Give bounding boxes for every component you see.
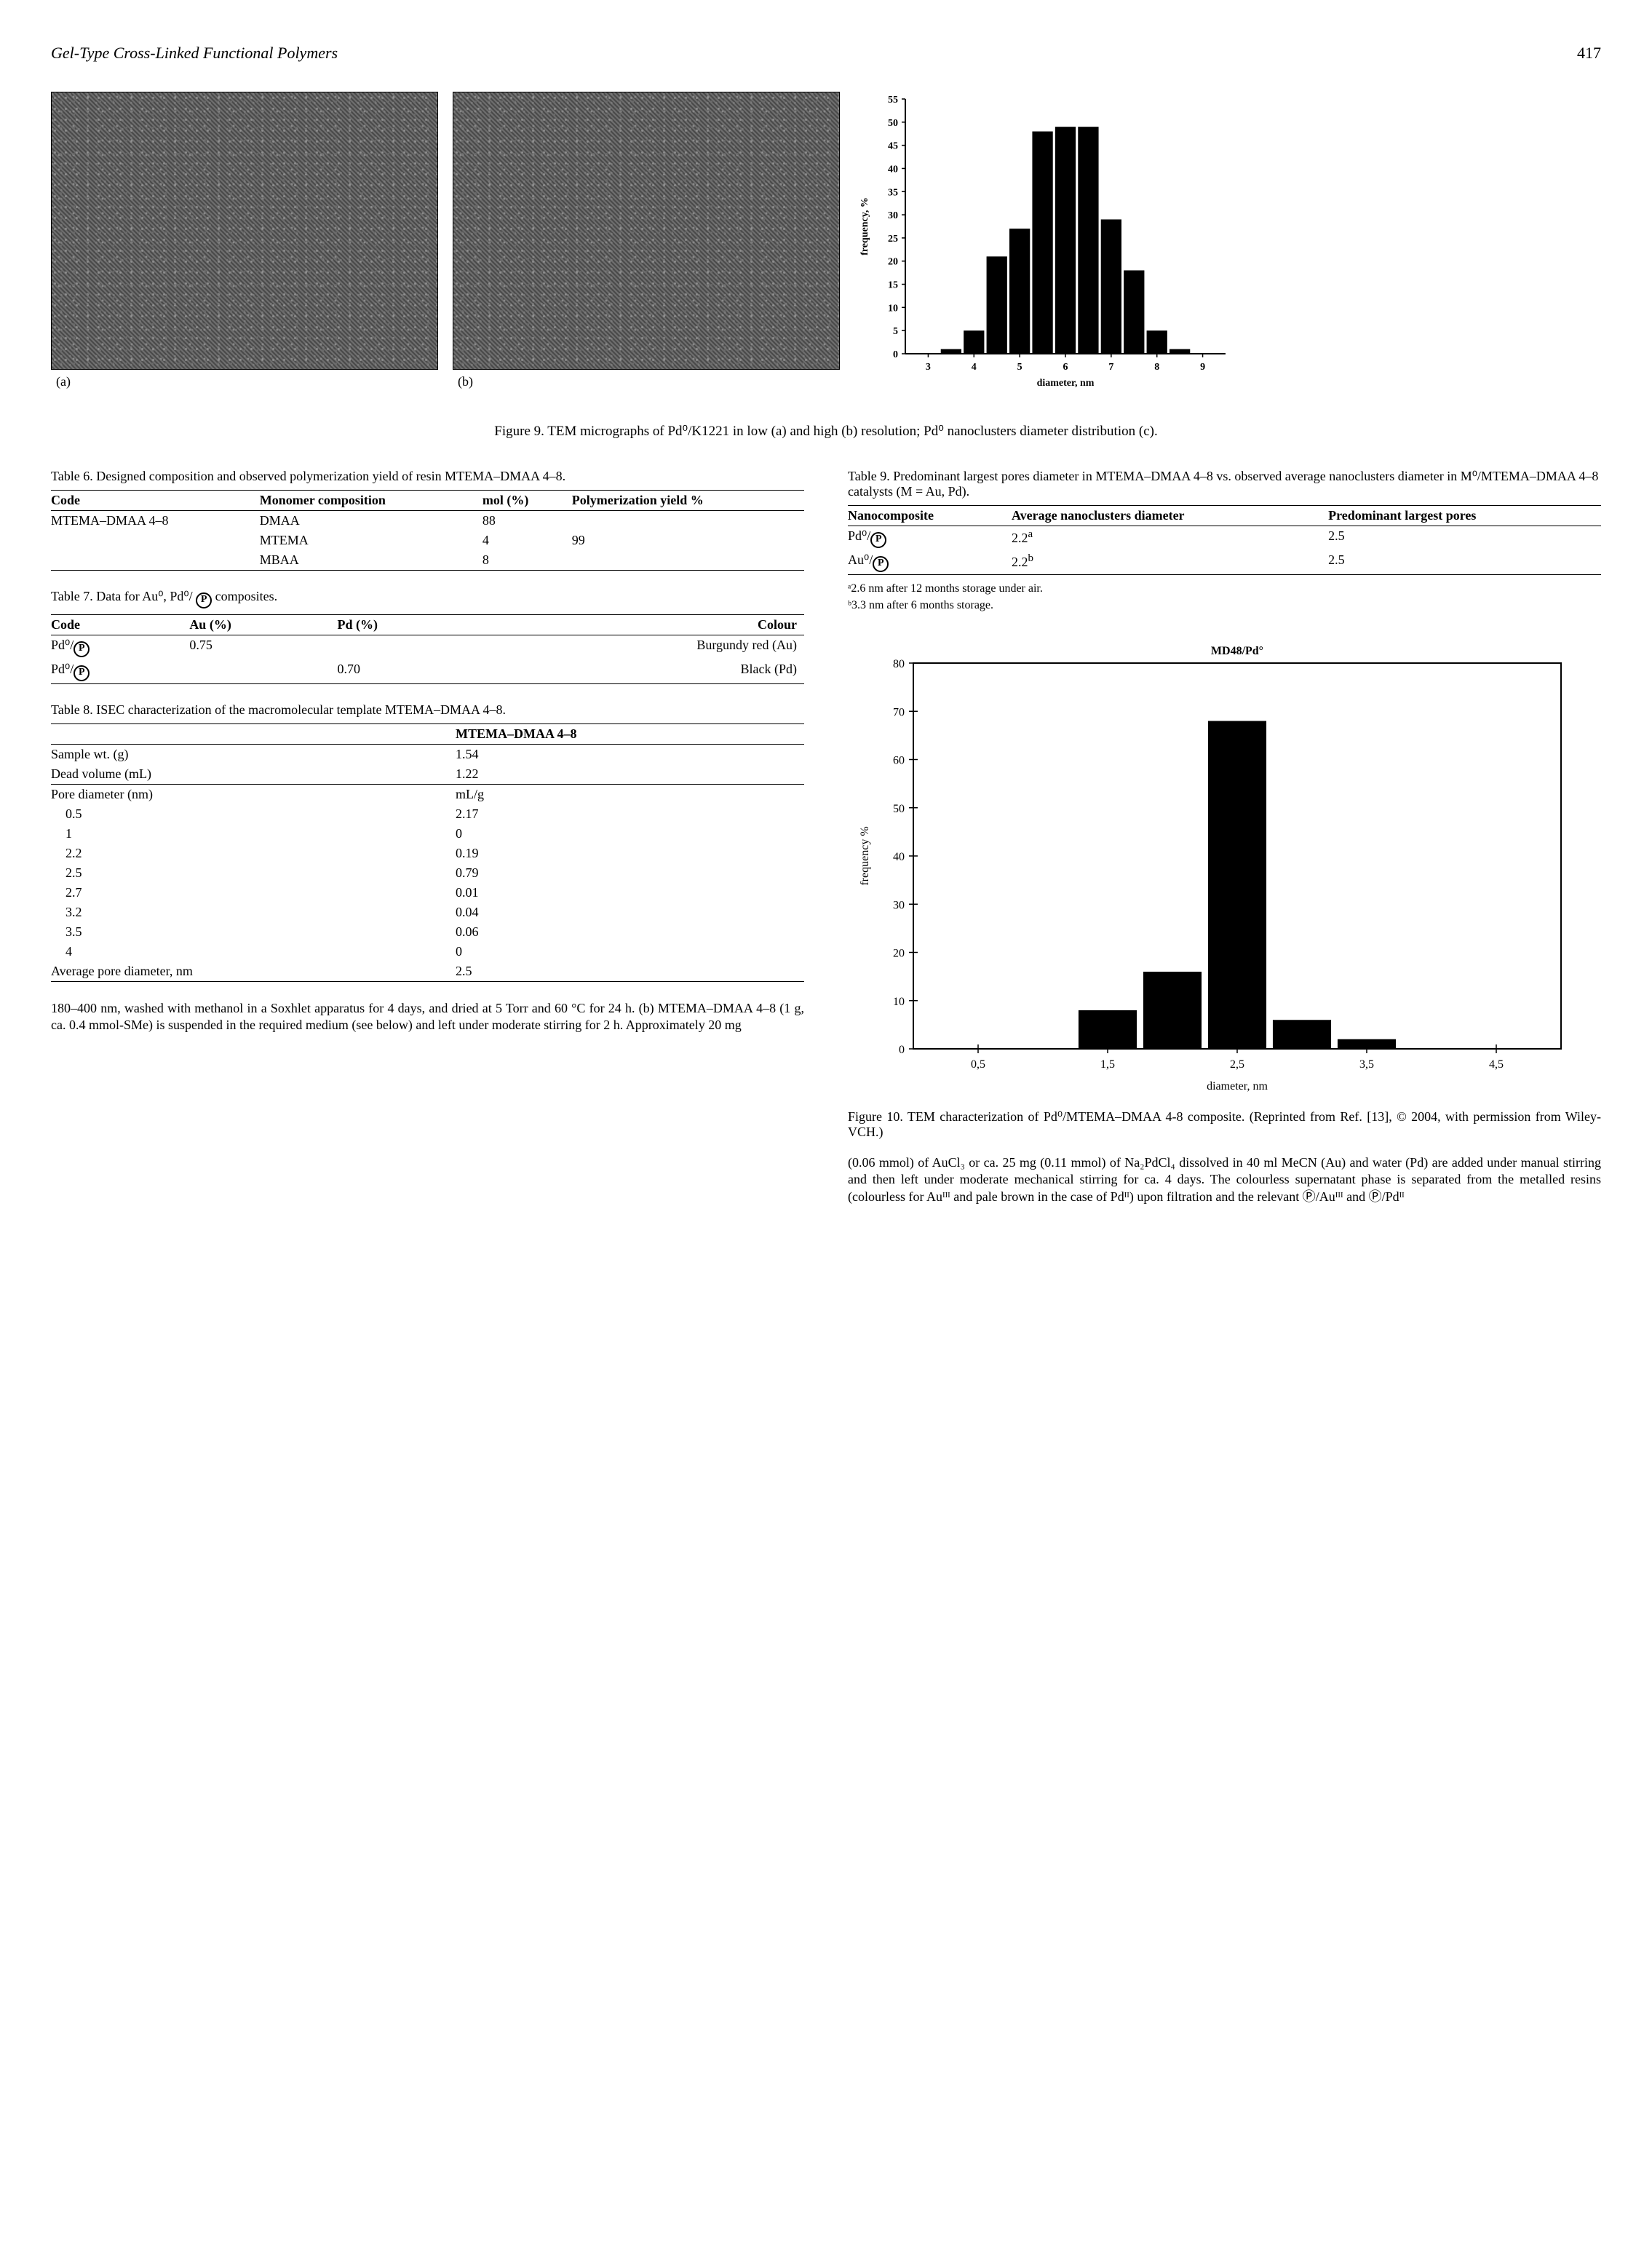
svg-text:6: 6	[1063, 362, 1068, 373]
svg-text:0: 0	[899, 1044, 905, 1056]
svg-text:3,5: 3,5	[1359, 1058, 1374, 1071]
table-row: 10	[51, 824, 804, 844]
table9-caption: Table 9. Predominant largest pores diame…	[848, 469, 1601, 499]
svg-text:55: 55	[888, 95, 898, 106]
table-row: Pd⁰/P0.75Burgundy red (Au)	[51, 635, 804, 660]
svg-text:10: 10	[888, 303, 898, 314]
table-row: Pore diameter (nm)mL/g	[51, 785, 804, 805]
body-text-left: 180–400 nm, washed with methanol in a So…	[51, 1000, 804, 1034]
svg-text:20: 20	[893, 948, 905, 960]
svg-text:40: 40	[888, 164, 898, 175]
svg-text:1,5: 1,5	[1100, 1058, 1115, 1071]
table-row: MTEMA–DMAA 4–8DMAA88	[51, 511, 804, 531]
table7-col3: Colour	[481, 615, 804, 635]
table-row: Sample wt. (g)1.54	[51, 745, 804, 765]
svg-text:0,5: 0,5	[971, 1058, 985, 1071]
svg-text:diameter, nm: diameter, nm	[1037, 378, 1095, 389]
svg-text:70: 70	[893, 706, 905, 718]
figure9-micrograph-a: (a)	[51, 92, 438, 370]
table6-caption: Table 6. Designed composition and observ…	[51, 469, 804, 484]
svg-text:3: 3	[926, 362, 931, 373]
svg-text:50: 50	[893, 803, 905, 815]
table-row: Pd⁰/P0.70Black (Pd)	[51, 659, 804, 684]
svg-text:5: 5	[1017, 362, 1022, 373]
table6-col3: Polymerization yield %	[572, 491, 804, 511]
table-row: Au⁰/P2.2b2.5	[848, 550, 1601, 575]
table8-header-right: MTEMA–DMAA 4–8	[456, 724, 804, 745]
svg-text:frequency, %: frequency, %	[859, 197, 870, 255]
svg-text:80: 80	[893, 658, 905, 670]
svg-text:2,5: 2,5	[1230, 1058, 1244, 1071]
svg-text:8: 8	[1154, 362, 1159, 373]
figure10-chart: 0 10 20 30 40 50 60 70 80 0,5 1,5 2,5 3,5 4,5 diameter…	[848, 634, 1601, 1103]
table7-col0: Code	[51, 615, 189, 635]
svg-text:10: 10	[893, 996, 905, 1008]
table9-col2: Predominant largest pores	[1328, 506, 1601, 526]
body-text-right: (0.06 mmol) of AuCl₃ or ca. 25 mg (0.11 …	[848, 1154, 1601, 1205]
table-row: Dead volume (mL)1.22	[51, 764, 804, 785]
table7-caption: Table 7. Data for Au⁰, Pd⁰/ P composites…	[51, 589, 804, 608]
svg-text:MD48/Pd°: MD48/Pd°	[1211, 645, 1263, 657]
svg-text:5: 5	[893, 326, 898, 337]
svg-text:15: 15	[888, 280, 898, 291]
table-row: 2.50.79	[51, 863, 804, 883]
svg-text:30: 30	[893, 899, 905, 911]
svg-text:25: 25	[888, 234, 898, 245]
figure9-histogram: 05101520253035404550553456789diameter, n…	[854, 92, 1233, 394]
svg-text:40: 40	[893, 851, 905, 863]
svg-text:diameter, nm: diameter, nm	[1207, 1080, 1268, 1093]
svg-text:45: 45	[888, 141, 898, 152]
table9-col0: Nanocomposite	[848, 506, 1012, 526]
svg-text:50: 50	[888, 118, 898, 129]
table9: Table 9. Predominant largest pores diame…	[848, 469, 1601, 575]
table-row: 2.20.19	[51, 844, 804, 863]
table6-col2: mol (%)	[483, 491, 572, 511]
table7-col2: Pd (%)	[337, 615, 480, 635]
svg-text:60: 60	[893, 755, 905, 767]
figure9-caption: Figure 9. TEM micrographs of Pd⁰/K1221 i…	[51, 423, 1601, 440]
table-row: 3.50.06	[51, 922, 804, 942]
table9-col1: Average nanoclusters diameter	[1012, 506, 1328, 526]
table6-col1: Monomer composition	[260, 491, 483, 511]
table-row: 2.70.01	[51, 883, 804, 903]
table6: Table 6. Designed composition and observ…	[51, 469, 804, 571]
figure9-label-a: (a)	[56, 374, 71, 389]
svg-text:20: 20	[888, 257, 898, 268]
table7: Table 7. Data for Au⁰, Pd⁰/ P composites…	[51, 589, 804, 684]
running-header: Gel-Type Cross-Linked Functional Polymer…	[51, 44, 1601, 63]
table-row: Pd⁰/P2.2a2.5	[848, 526, 1601, 551]
table-row: 3.20.04	[51, 903, 804, 922]
svg-text:7: 7	[1108, 362, 1113, 373]
table6-col0: Code	[51, 491, 260, 511]
table-row: 0.52.17	[51, 804, 804, 824]
svg-text:4,5: 4,5	[1489, 1058, 1504, 1071]
svg-text:9: 9	[1200, 362, 1205, 373]
table8-caption: Table 8. ISEC characterization of the ma…	[51, 702, 804, 718]
table-row: 40	[51, 942, 804, 962]
svg-text:30: 30	[888, 210, 898, 221]
table8: Table 8. ISEC characterization of the ma…	[51, 702, 804, 982]
svg-text:35: 35	[888, 187, 898, 198]
svg-text:0: 0	[893, 349, 898, 360]
table9-footnote-a: ᵃ2.6 nm after 12 months storage under ai…	[848, 582, 1601, 595]
page-number: 417	[1577, 44, 1601, 63]
table7-col1: Au (%)	[189, 615, 337, 635]
running-title: Gel-Type Cross-Linked Functional Polymer…	[51, 44, 338, 63]
table-row: Average pore diameter, nm2.5	[51, 962, 804, 982]
figure9-micrograph-b: (b)	[453, 92, 840, 370]
svg-text:4: 4	[972, 362, 977, 373]
figure9-label-b: (b)	[458, 374, 473, 389]
figure10-caption: Figure 10. TEM characterization of Pd⁰/M…	[848, 1109, 1601, 1140]
svg-text:frequency %: frequency %	[859, 826, 871, 885]
table9-footnote-b: ᵇ3.3 nm after 6 months storage.	[848, 599, 1601, 612]
polymer-p-icon: P	[196, 592, 212, 608]
figure9-row: (a) (b) 05101520253035404550553456789dia…	[51, 92, 1601, 394]
